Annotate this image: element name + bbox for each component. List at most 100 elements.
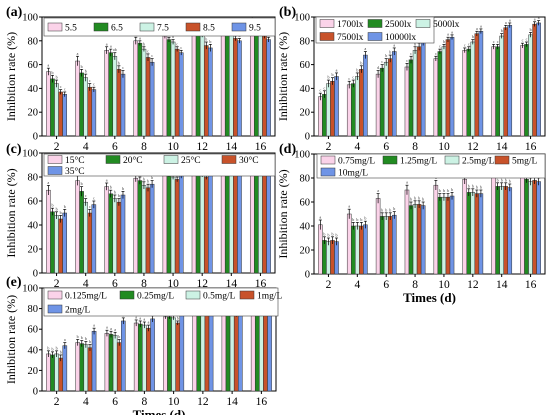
legend-swatch [185,290,201,300]
legend: 0.125mg/L 0.25mg/L 0.5mg/L 1mg/L 2mg/L [43,287,283,317]
bar [491,174,496,275]
legend-swatch [47,166,63,175]
bar [536,181,541,275]
legend-label: 1700lx [337,20,364,30]
bar [208,173,213,274]
legend: 0.75mg/L 1.25mg/L 2.5mg/L 5mg/L 10mg/L [316,153,546,179]
legend: 1700lx 2500lx 5000lx 7500lx 10000lx [315,16,460,44]
y-tick-label: 0 [33,387,38,398]
bar [229,171,234,274]
bar [346,84,352,137]
bar [495,186,500,275]
bar [478,31,484,137]
x-tick-label: 12 [467,141,479,153]
bar [462,50,467,137]
significance-label: b [393,206,395,211]
x-tick-label: 12 [197,396,209,408]
x-tick-label: 6 [112,141,118,153]
bar [208,47,213,137]
significance-label: b [360,60,362,65]
significance-label: b [443,188,445,193]
significance-label: a [365,46,367,51]
bar [416,204,422,275]
bar [46,189,51,274]
legend-swatch [320,155,336,165]
x-tick-label: 10 [438,141,450,153]
bar [133,322,139,392]
legend-label: 2500lx [385,20,412,30]
significance-label: b [356,217,358,222]
bar [75,180,80,274]
significance-label: b [336,233,338,238]
legend-label: 10mg/L [338,169,368,179]
bar [470,41,476,137]
bar [474,193,480,275]
legend-swatch [494,155,510,165]
bar [258,27,263,137]
significance-label: b [323,231,325,236]
bar [266,39,271,137]
significance-label: a [447,32,449,37]
significance-label: ab [113,47,117,52]
significance-label: b [85,336,87,341]
significance-label: a [538,15,540,20]
bar [474,33,480,137]
significance-label: b [205,36,207,41]
x-tick-label: 6 [383,141,389,153]
bar [146,327,151,392]
bar [441,196,447,275]
x-tick-label: 8 [412,279,418,291]
bar [91,331,97,392]
significance-label: a [139,315,141,320]
significance-label: b [501,177,503,182]
y-tick-label: 60 [300,60,311,71]
bar [387,216,393,275]
significance-label: a [406,180,408,185]
significance-label: a [336,67,338,72]
bar [524,44,529,137]
bar [404,66,410,137]
bar [87,86,93,137]
bar [58,357,64,392]
significance-label: b [81,335,83,340]
significance-label: b [356,67,358,72]
significance-label: b [81,64,83,69]
significance-label: b [443,39,445,44]
bar [254,304,260,392]
bar [192,311,197,392]
significance-label: a [251,151,253,156]
bar [433,184,439,275]
significance-label: c [180,45,182,50]
significance-label: a [106,41,108,46]
bar [112,198,118,274]
legend-swatch [105,155,121,164]
y-tick-label: 20 [300,108,311,119]
significance-label: b [410,197,412,202]
bar [408,59,414,137]
bar [191,31,197,137]
significance-label: b [151,175,153,180]
y-tick-label: 0 [33,269,38,280]
x-tick-label: 8 [141,278,147,290]
significance-label: c [468,41,470,46]
bar [137,42,143,137]
significance-label: a [48,63,50,68]
x-axis-title: Times (d) [133,407,186,415]
x-tick-label: 16 [255,278,267,290]
significance-label: b [172,34,174,39]
significance-label: a [451,29,453,34]
significance-label: c [147,48,149,53]
legend-label: 15°C [65,155,85,166]
bar [87,212,93,274]
significance-label: b [56,206,58,211]
legend: 5.5 6.5 7.5 8.5 9.5 [43,17,276,37]
significance-label: b [439,188,441,193]
significance-label: c [60,84,62,89]
significance-label: c [522,38,524,43]
bar [116,69,122,137]
significance-label: b [118,60,120,65]
bar [112,335,118,392]
x-tick-label: 4 [83,278,89,290]
x-tick-label: 6 [112,396,118,408]
